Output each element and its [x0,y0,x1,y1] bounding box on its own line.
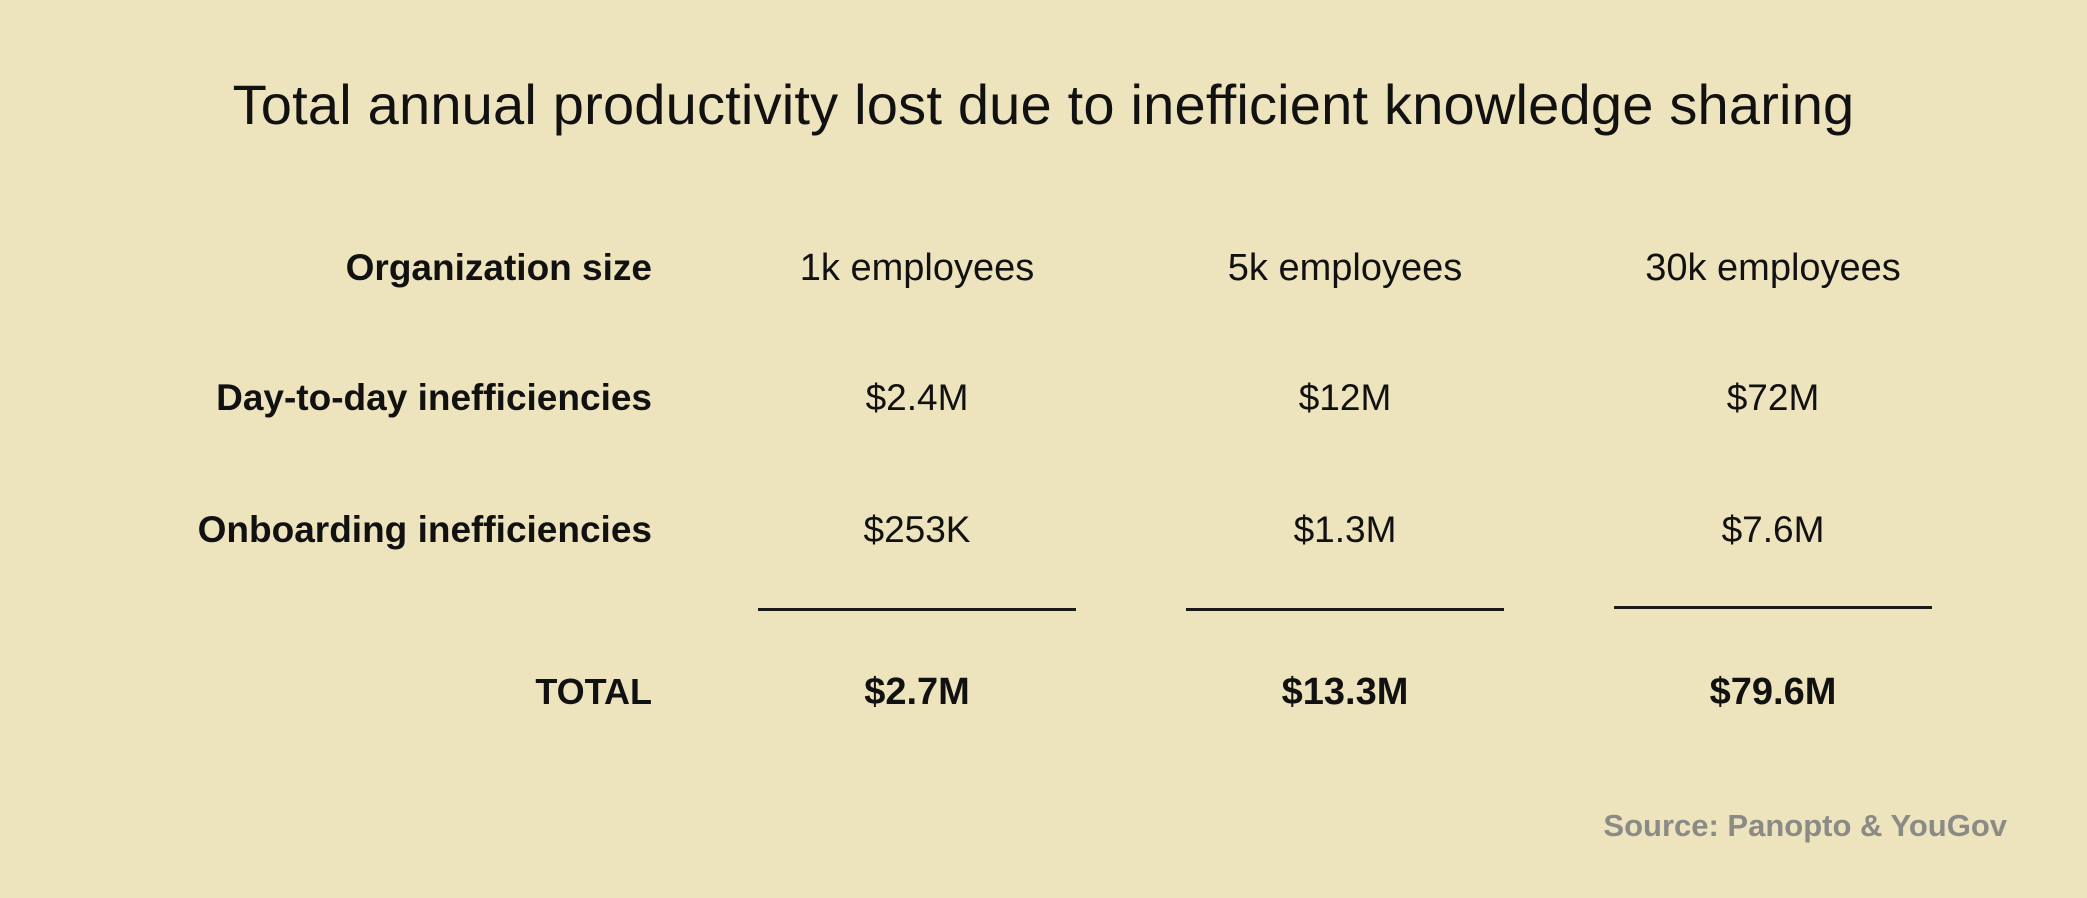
header-row: Organization size 1k employees 5k employ… [0,238,2087,298]
table-row-total: TOTAL $2.7M $13.3M $79.6M [0,662,2087,722]
column-header-30k: 30k employees [1645,247,1901,289]
cell-day-to-day-1k: $2.4M [865,377,969,418]
cell-onboarding-30k: $7.6M [1721,509,1825,550]
sum-rule-5k [1186,608,1504,611]
row-label-onboarding: Onboarding inefficiencies [197,509,652,550]
column-header-1k: 1k employees [799,247,1035,289]
sum-rule-30k [1614,606,1932,609]
cell-total-5k: $13.3M [1281,671,1409,713]
cell-total-30k: $79.6M [1709,671,1837,713]
sum-rule-1k [758,608,1076,611]
cell-day-to-day-30k: $72M [1726,377,1820,418]
chart-title: Total annual productivity lost due to in… [232,73,1855,136]
cell-total-1k: $2.7M [864,671,970,713]
column-header-5k: 5k employees [1227,247,1463,289]
cell-day-to-day-5k: $12M [1298,377,1392,418]
cell-onboarding-1k: $253K [863,509,971,550]
row-label-day-to-day: Day-to-day inefficiencies [216,377,652,418]
source-note: Source: Panopto & YouGov [1603,808,2007,843]
header-label: Organization size [345,247,652,288]
row-label-total: TOTAL [535,671,652,712]
cell-onboarding-5k: $1.3M [1293,509,1397,550]
table-row-day-to-day: Day-to-day inefficiencies $2.4M $12M $72… [0,368,2087,428]
table-row-onboarding: Onboarding inefficiencies $253K $1.3M $7… [0,500,2087,560]
